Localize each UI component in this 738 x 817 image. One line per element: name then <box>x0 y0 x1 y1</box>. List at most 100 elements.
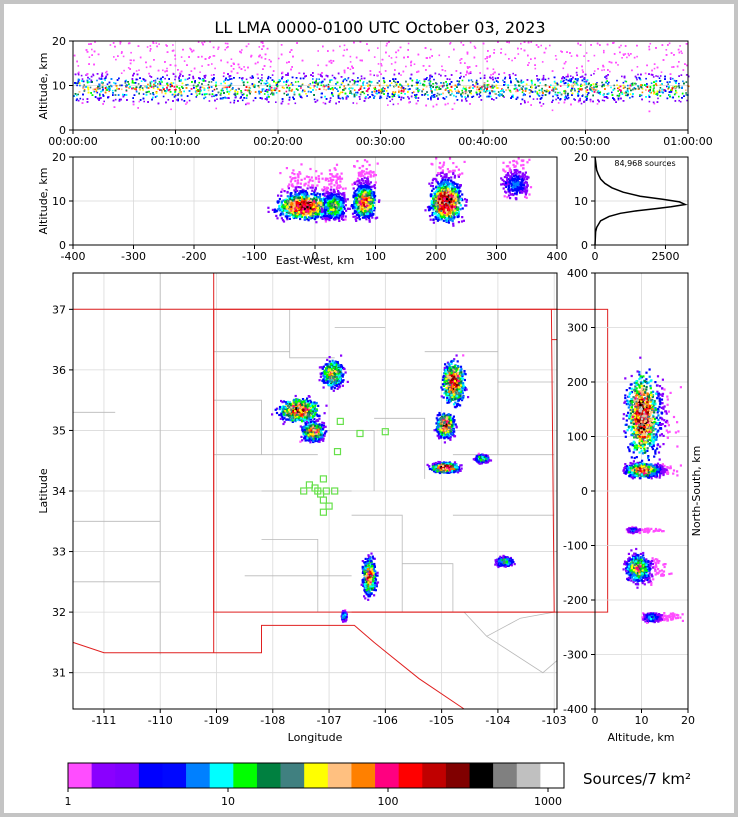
altitude-time-source <box>207 83 210 86</box>
altitude-time-source <box>409 88 411 90</box>
altitude-time-source <box>111 89 114 92</box>
altitude-time-source <box>77 73 80 76</box>
altitude-time-source <box>351 93 353 95</box>
altitude-time-source <box>536 92 539 95</box>
altitude-time-source <box>380 64 383 67</box>
altitude-time-source <box>640 73 642 76</box>
altitude-time-source <box>557 102 560 104</box>
altitude-time-source <box>490 87 493 90</box>
altitude-time-source <box>607 84 609 87</box>
altitude-time-source <box>685 81 688 83</box>
altitude-time-source <box>320 84 323 87</box>
altitude-time-source <box>135 87 137 90</box>
altitude-time-source <box>341 91 344 94</box>
altitude-time-source <box>616 84 618 86</box>
altitude-time-source <box>678 82 680 85</box>
altitude-time-source <box>441 65 443 68</box>
altitude-time-source <box>225 46 228 49</box>
altitude-time-source <box>100 82 103 84</box>
altitude-time-source <box>203 87 205 89</box>
altitude-time-source <box>313 86 315 89</box>
altitude-time-source <box>617 64 619 66</box>
altitude-time-source <box>142 89 144 91</box>
altitude-time-source <box>398 72 400 75</box>
altitude-time-source <box>541 90 544 93</box>
altitude-time-source <box>143 100 145 103</box>
altitude-time-source <box>305 93 307 95</box>
altitude-time-source <box>464 90 467 93</box>
altitude-time-source <box>669 78 672 80</box>
altitude-time-source <box>400 89 403 92</box>
altitude-time-source <box>75 82 77 84</box>
altitude-time-source <box>118 88 120 90</box>
altitude-time-source <box>674 85 677 87</box>
altitude-time-source <box>423 94 426 96</box>
altitude-time-source <box>244 69 246 72</box>
altitude-time-source <box>180 93 183 95</box>
altitude-time-source <box>412 91 415 93</box>
altitude-time-source <box>248 91 251 94</box>
altitude-time-source <box>332 49 335 52</box>
altitude-time-source <box>665 49 668 51</box>
altitude-time-source <box>142 93 145 95</box>
altitude-time-source <box>315 78 318 80</box>
altitude-time-source <box>201 41 203 44</box>
altitude-time-source <box>225 97 227 99</box>
altitude-time-source <box>88 56 91 58</box>
altitude-time-source <box>268 96 270 98</box>
altitude-time-source <box>531 84 533 86</box>
altitude-time-source <box>500 48 503 50</box>
altitude-time-source <box>339 45 341 48</box>
altitude-time-source <box>453 102 456 105</box>
altitude-time-source <box>603 99 606 102</box>
altitude-time-source <box>340 91 342 94</box>
altitude-time-source <box>393 85 395 88</box>
altitude-time-source <box>77 99 80 102</box>
altitude-time-source <box>154 85 157 87</box>
altitude-time-source <box>317 64 319 67</box>
altitude-time-source <box>88 63 90 65</box>
altitude-time-source <box>601 69 603 72</box>
altitude-time-source <box>257 77 259 79</box>
altitude-time-source <box>76 98 78 100</box>
altitude-time-source <box>581 69 584 71</box>
altitude-time-source <box>387 104 389 106</box>
altitude-time-source <box>453 48 455 51</box>
altitude-time-source <box>307 86 309 88</box>
altitude-time-source <box>262 88 265 90</box>
altitude-time-source <box>198 93 201 95</box>
altitude-time-source <box>188 77 191 79</box>
altitude-time-source <box>686 99 688 102</box>
altitude-time-source <box>251 75 254 77</box>
altitude-time-source <box>244 89 247 91</box>
altitude-time-source <box>507 84 509 86</box>
altitude-time-source <box>585 83 588 85</box>
altitude-time-source <box>129 59 132 61</box>
altitude-time-source <box>390 63 393 65</box>
altitude-time-source <box>174 54 176 57</box>
altitude-time-source <box>96 91 99 94</box>
altitude-time-source <box>430 96 432 99</box>
altitude-time-source <box>582 94 584 96</box>
altitude-time-source <box>101 81 103 83</box>
altitude-time-source <box>178 78 180 80</box>
altitude-time-source <box>484 87 486 89</box>
altitude-time-source <box>396 82 398 85</box>
altitude-time-source <box>544 78 547 81</box>
altitude-time-source <box>490 77 492 80</box>
altitude-time-source <box>130 51 132 54</box>
altitude-time-source <box>678 99 680 102</box>
altitude-time-source <box>322 45 324 48</box>
altitude-time-source <box>419 82 422 85</box>
altitude-time-source <box>86 79 89 82</box>
altitude-time-source <box>427 98 429 100</box>
altitude-time-source <box>151 80 153 83</box>
altitude-time-source <box>108 90 110 92</box>
altitude-time-source <box>541 87 543 90</box>
altitude-time-source <box>165 44 167 46</box>
altitude-time-source <box>177 93 180 95</box>
altitude-time-source <box>135 86 138 88</box>
altitude-time-source <box>77 93 79 96</box>
altitude-time-source <box>88 43 90 45</box>
